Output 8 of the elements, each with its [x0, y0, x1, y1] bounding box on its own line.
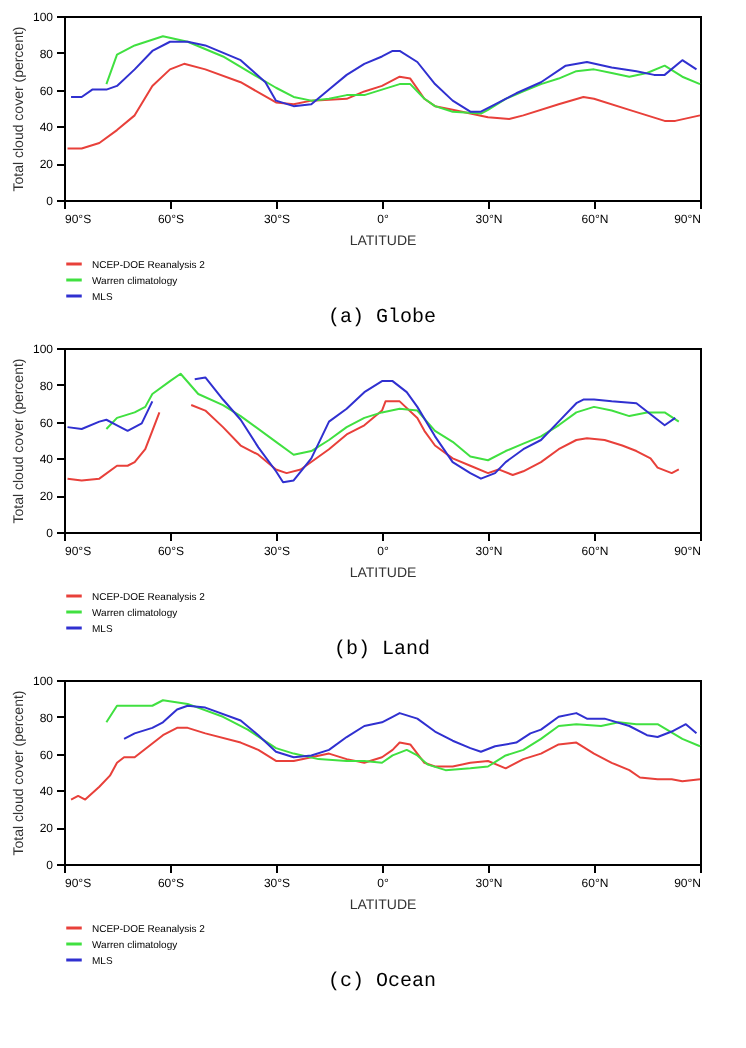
line-series [105, 372, 680, 462]
line-series [70, 726, 701, 801]
line-series [66, 62, 701, 150]
text: (b) Land [333, 638, 431, 662]
line-series [105, 699, 701, 772]
line-series [123, 704, 698, 759]
text: (c) Ocean [327, 970, 437, 994]
text: (a) Globe [327, 306, 437, 330]
